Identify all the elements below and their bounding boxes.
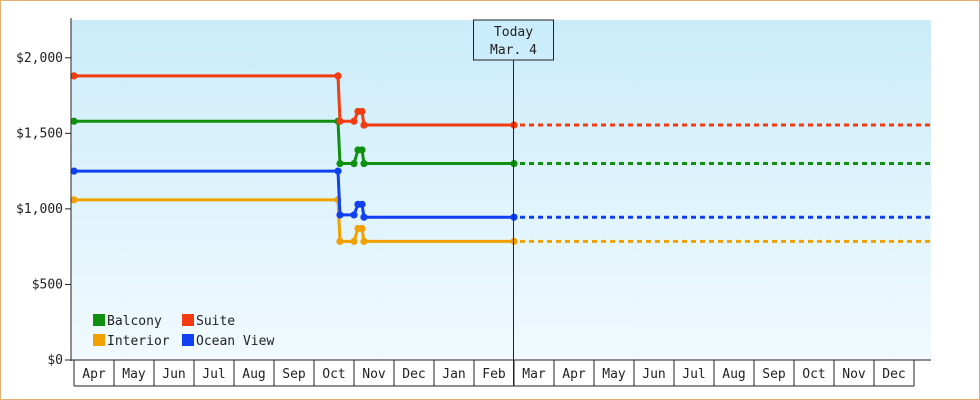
y-tick-label: $500 xyxy=(32,277,63,292)
x-tick-label: May xyxy=(122,367,146,382)
data-point xyxy=(70,196,78,204)
legend-label: Balcony xyxy=(107,314,162,329)
data-point xyxy=(336,117,344,125)
x-tick-label: Feb xyxy=(482,367,506,382)
data-point xyxy=(336,211,344,219)
x-tick-label: Aug xyxy=(722,367,745,382)
x-tick-label: Sep xyxy=(282,367,306,382)
axes-layer: $0 $500 $1,000 $1,500 $2,000 Apr May Jun Jul Aug S… xyxy=(16,18,931,387)
data-point xyxy=(360,213,368,221)
today-date-label: Mar. 4 xyxy=(490,43,537,58)
data-point xyxy=(70,72,78,80)
data-point xyxy=(350,211,358,219)
data-point xyxy=(358,107,366,116)
x-tick-label: Dec xyxy=(402,367,425,382)
data-point xyxy=(360,121,368,129)
x-tick-label: Jun xyxy=(642,367,665,382)
x-tick-label: Nov xyxy=(842,367,866,382)
y-tick-label: $0 xyxy=(47,353,63,368)
data-point xyxy=(70,117,78,125)
today-label: Today xyxy=(494,25,533,40)
x-tick-label: Mar xyxy=(522,367,546,382)
data-point xyxy=(360,237,368,245)
legend-swatch xyxy=(93,314,105,326)
x-tick-label: Oct xyxy=(322,367,345,382)
x-tick-label: May xyxy=(602,367,626,382)
legend-swatch xyxy=(182,314,194,326)
today-marker: Today Mar. 4 xyxy=(473,19,554,386)
data-point xyxy=(334,167,342,175)
today-box xyxy=(473,19,554,61)
x-tick-label: Oct xyxy=(802,367,825,382)
plot-background xyxy=(71,20,931,360)
x-tick-label: Aug xyxy=(242,367,265,382)
data-point xyxy=(360,159,368,168)
data-point xyxy=(358,146,366,154)
legend-label: Interior xyxy=(107,334,170,349)
legend-label: Suite xyxy=(196,314,235,329)
y-tick-label: $1,500 xyxy=(16,126,63,141)
x-tick-label: Jul xyxy=(202,367,225,382)
legend-label: Ocean View xyxy=(196,334,274,349)
data-point xyxy=(334,72,342,80)
x-tick-label: Sep xyxy=(762,367,786,382)
data-point xyxy=(70,167,78,175)
series-layer xyxy=(70,72,931,245)
x-tick-label: Jun xyxy=(162,367,185,382)
x-tick-label: Jul xyxy=(682,367,705,382)
data-point xyxy=(350,117,358,125)
x-tick-label: Jan xyxy=(442,367,465,382)
x-tick-label: Apr xyxy=(82,367,106,382)
y-tick-label: $1,000 xyxy=(16,202,63,217)
legend-swatch xyxy=(93,334,105,346)
y-tick-label: $2,000 xyxy=(16,51,63,66)
x-tick-label: Apr xyxy=(562,367,586,382)
data-point xyxy=(350,237,358,245)
data-point xyxy=(358,224,366,233)
data-point xyxy=(336,237,344,245)
legend-swatch xyxy=(182,334,194,346)
legend: Balcony Suite Interior Ocean View xyxy=(93,314,274,349)
data-point xyxy=(358,200,366,208)
x-tick-label: Dec xyxy=(882,367,905,382)
data-point xyxy=(350,159,358,168)
data-point xyxy=(336,159,344,168)
x-tick-label: Nov xyxy=(362,367,386,382)
